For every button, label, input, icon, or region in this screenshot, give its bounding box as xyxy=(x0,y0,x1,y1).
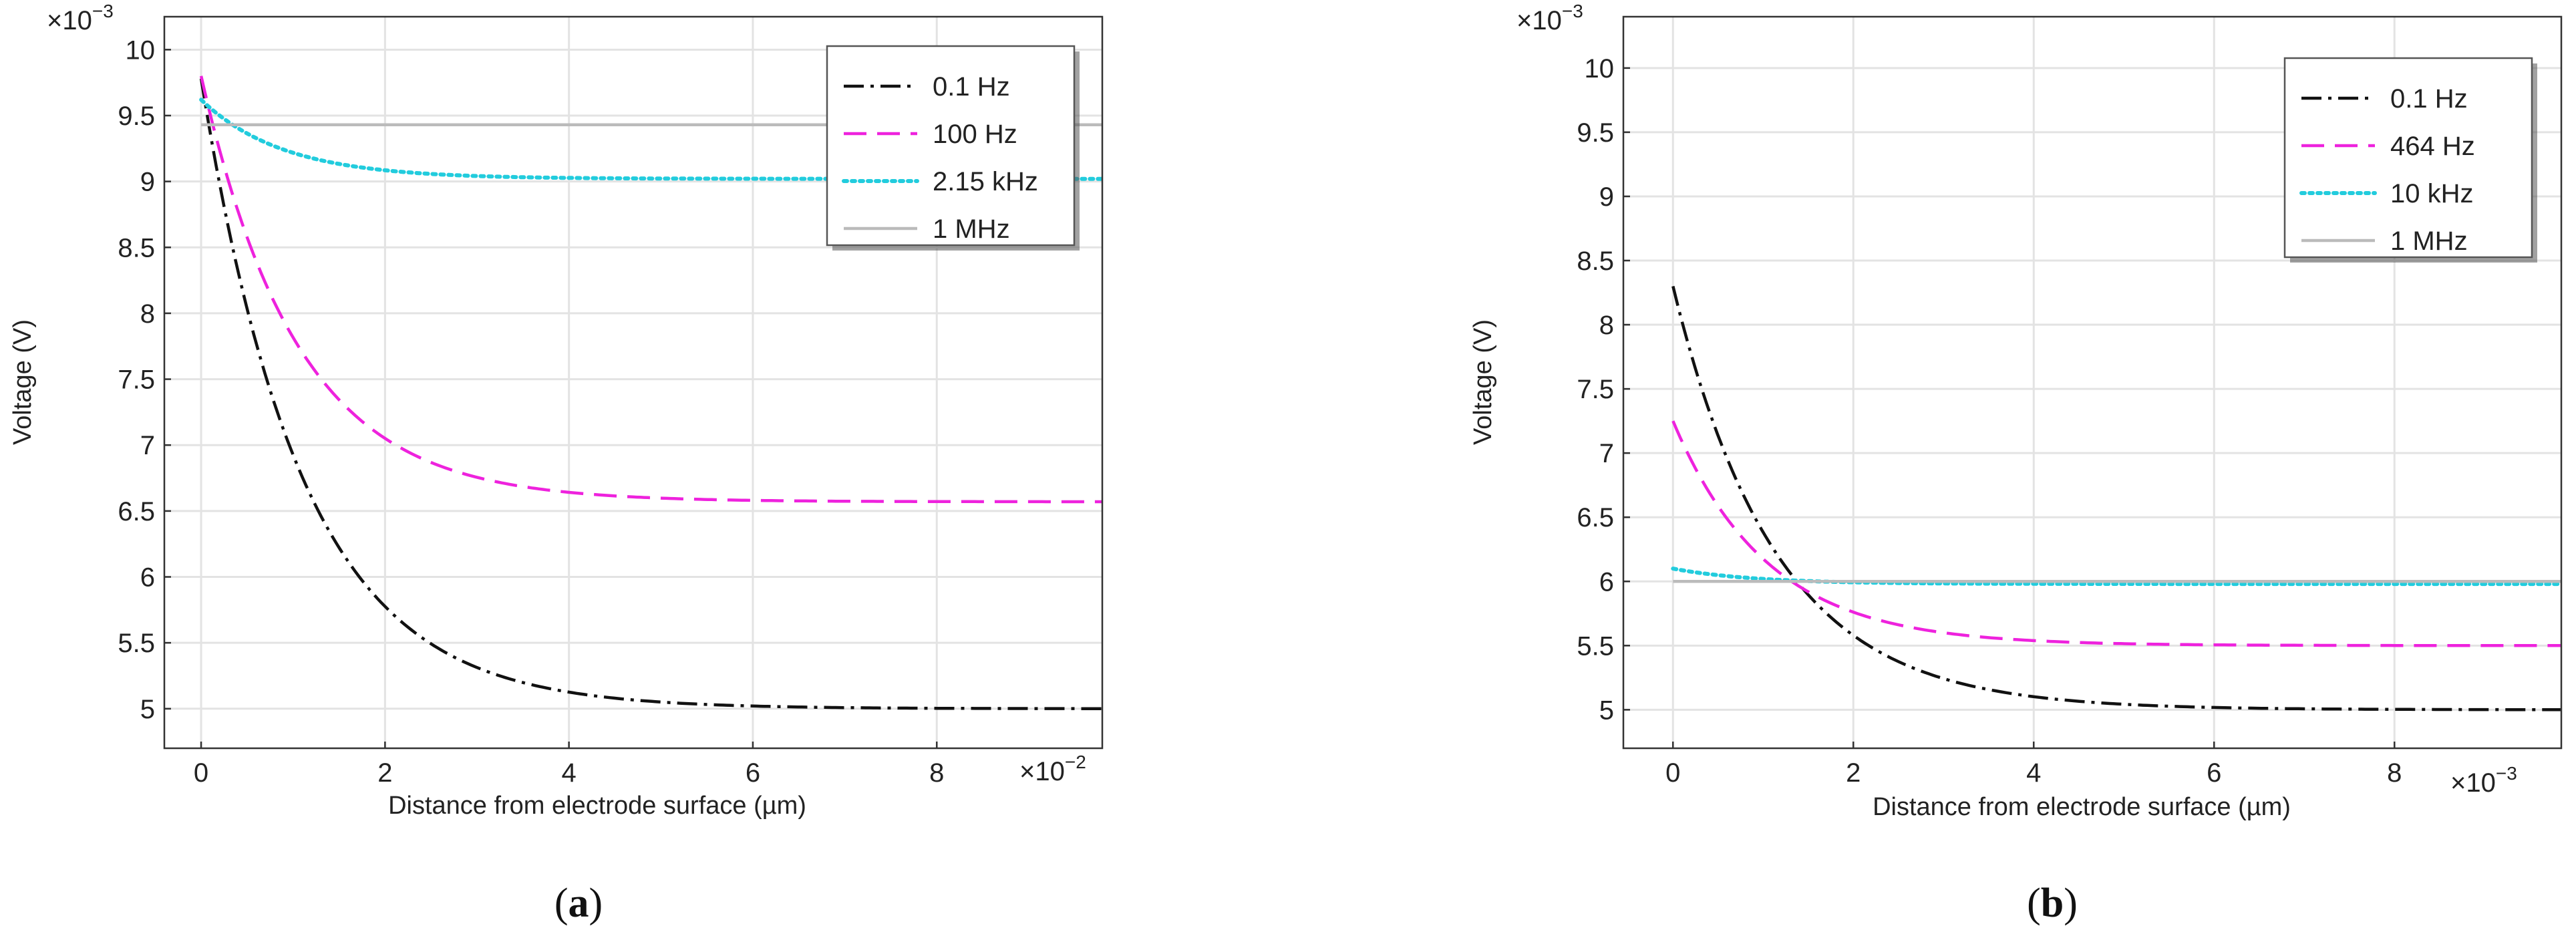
y-tick-label: 6.5 xyxy=(1577,503,1614,532)
chart-panel-a: 5 5.5 6 6.5 7 7.5 8 8.5 9 9.5 10 0 2 4 6 8 ×10−3 ×10−2… xyxy=(9,1,1104,926)
panel-label-a: (a) xyxy=(554,881,603,926)
legend-label: 1 MHz xyxy=(2390,226,2468,256)
series-line-100-hz xyxy=(199,75,1102,504)
legend-b: 0.1 Hz 464 Hz 10 kHz 1 MHz xyxy=(2283,57,2537,263)
legend-label: 1 MHz xyxy=(933,214,1010,244)
y-multiplier-a: ×10−3 xyxy=(47,1,114,35)
plot-frame-a xyxy=(163,15,1104,750)
chart-panel-b: 5 5.5 6 6.5 7 7.5 8 8.5 9 9.5 10 0 2 4 6 8 ×10−3 ×10−3… xyxy=(1469,1,2563,926)
y-tick-label: 5.5 xyxy=(1577,631,1614,661)
x-tick-label: 6 xyxy=(746,758,760,788)
legend-a: 0.1 Hz 100 Hz 2.15 kHz 1 MHz xyxy=(826,45,1080,251)
y-tick-label: 5 xyxy=(1599,695,1614,725)
y-tick-label: 8.5 xyxy=(118,233,155,263)
panel-label-b: (b) xyxy=(2027,881,2078,926)
y-tick-label: 8 xyxy=(1599,311,1614,340)
legend-label: 464 Hz xyxy=(2390,132,2475,161)
x-tick-label: 8 xyxy=(929,758,944,788)
x-tick-label: 2 xyxy=(1846,758,1861,788)
y-tick-label: 7 xyxy=(140,431,155,460)
legend-label: 0.1 Hz xyxy=(933,72,1010,102)
series-line-0-1-hz xyxy=(1671,285,2561,712)
y-axis-label-a: Voltage (V) xyxy=(9,319,37,445)
y-tick-label: 6 xyxy=(1599,567,1614,597)
y-tick-label: 6.5 xyxy=(118,497,155,526)
legend-label: 0.1 Hz xyxy=(2390,84,2468,114)
y-tick-label: 9 xyxy=(140,168,155,197)
x-tick-label: 4 xyxy=(562,758,577,788)
series-line-0-1-hz xyxy=(199,78,1102,710)
y-tick-label: 10 xyxy=(1585,54,1615,84)
y-tick-label: 10 xyxy=(126,35,156,65)
y-tick-label: 7 xyxy=(1599,439,1614,468)
y-tick-label: 9.5 xyxy=(118,102,155,131)
y-tick-label: 5.5 xyxy=(118,629,155,658)
x-axis-label-a: Distance from electrode surface (µm) xyxy=(388,792,806,820)
y-tick-label: 6 xyxy=(140,563,155,593)
x-tick-label: 8 xyxy=(2387,758,2402,788)
axis-ticks-b xyxy=(1623,67,2396,748)
x-multiplier-b: ×10−3 xyxy=(2450,763,2517,798)
y-tick-label: 8 xyxy=(140,299,155,329)
x-tick-label: 0 xyxy=(1665,758,1680,788)
plot-frame-b xyxy=(1622,15,2563,750)
series-group-b xyxy=(1671,285,2561,712)
x-tick-labels-b: 0 2 4 6 8 xyxy=(1665,758,2402,788)
legend-label: 10 kHz xyxy=(2390,179,2474,208)
y-tick-label: 9 xyxy=(1599,182,1614,212)
x-tick-labels-a: 0 2 4 6 8 xyxy=(194,758,944,788)
x-tick-label: 2 xyxy=(377,758,392,788)
y-axis-label-b: Voltage (V) xyxy=(1469,319,1497,445)
y-multiplier-b: ×10−3 xyxy=(1516,1,1583,35)
y-tick-label: 9.5 xyxy=(1577,118,1614,148)
series-line-464-hz xyxy=(1671,420,2561,647)
y-tick-label: 8.5 xyxy=(1577,247,1614,276)
legend-label: 100 Hz xyxy=(933,120,1017,149)
x-tick-label: 0 xyxy=(194,758,208,788)
legend-label: 2.15 kHz xyxy=(933,167,1038,196)
axis-ticks-a xyxy=(164,49,938,748)
y-tick-label: 5 xyxy=(140,695,155,724)
x-multiplier-a: ×10−2 xyxy=(1019,752,1086,786)
x-axis-label-b: Distance from electrode surface (µm) xyxy=(1873,793,2291,821)
y-tick-labels-a: 5 5.5 6 6.5 7 7.5 8 8.5 9 9.5 10 xyxy=(118,35,155,724)
y-tick-label: 7.5 xyxy=(118,365,155,395)
x-tick-label: 6 xyxy=(2207,758,2221,788)
x-tick-label: 4 xyxy=(2026,758,2041,788)
y-tick-label: 7.5 xyxy=(1577,375,1614,404)
y-tick-labels-b: 5 5.5 6 6.5 7 7.5 8 8.5 9 9.5 10 xyxy=(1577,54,1614,726)
